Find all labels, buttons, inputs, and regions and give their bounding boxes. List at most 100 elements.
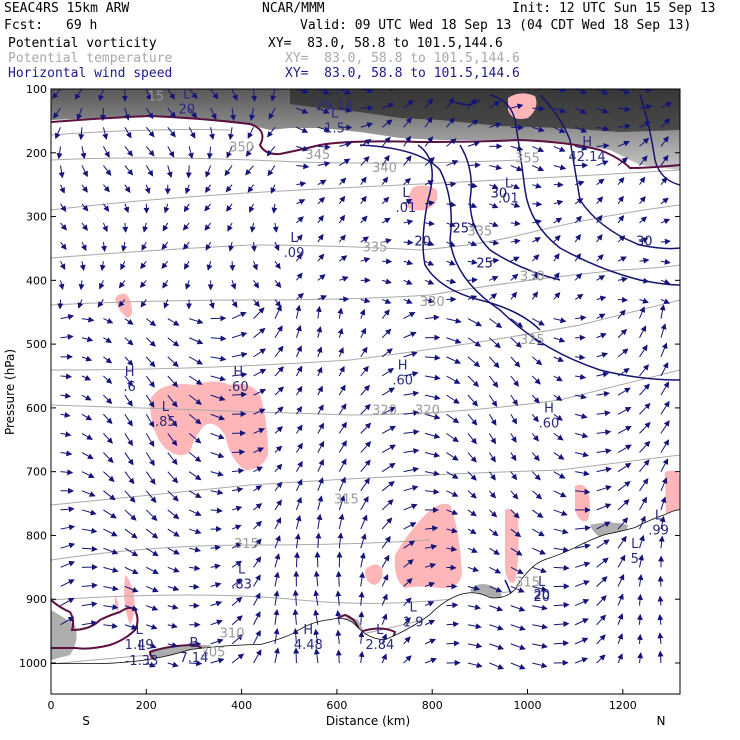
wind-vector xyxy=(317,459,324,472)
wind-vector xyxy=(639,237,649,244)
wind-vector xyxy=(489,643,505,650)
wind-vector xyxy=(446,337,462,344)
wind-vector xyxy=(206,146,213,160)
wind-vector xyxy=(296,272,303,281)
wind-vector xyxy=(531,356,543,366)
wind-vector xyxy=(146,605,159,611)
wind-vector xyxy=(210,563,221,570)
wind-vector xyxy=(317,196,326,205)
theta-label: 335 xyxy=(363,241,388,256)
wind-vector xyxy=(596,654,606,664)
wind-vector xyxy=(360,422,372,434)
wind-vector xyxy=(575,145,588,151)
wind-vector xyxy=(338,403,347,415)
wind-vector xyxy=(575,488,591,495)
wind-vector xyxy=(122,222,129,233)
wind-vector xyxy=(210,335,227,342)
wind-vector xyxy=(510,452,517,462)
wind-vector xyxy=(103,452,114,464)
wind-vector xyxy=(232,371,248,378)
wind-vector xyxy=(206,261,213,271)
wind-vector xyxy=(295,496,302,511)
wind-vector xyxy=(488,375,499,388)
wind-vector xyxy=(381,309,390,319)
wind-vector xyxy=(232,391,248,398)
wind-vector xyxy=(188,337,204,345)
wind-vector xyxy=(124,605,139,612)
wind-vector xyxy=(189,583,200,590)
wind-vector xyxy=(510,586,525,593)
wind-vector xyxy=(188,413,202,425)
wind-vector xyxy=(60,616,75,626)
wind-vector xyxy=(74,89,83,100)
wind-vector xyxy=(273,628,280,644)
wind-vector xyxy=(292,608,299,625)
wind-vector xyxy=(510,414,518,425)
wind-vector xyxy=(145,471,156,485)
y-tick-label: 800 xyxy=(26,529,47,542)
wind-vector xyxy=(532,145,545,153)
wind-vector xyxy=(167,661,179,668)
wind-vector xyxy=(317,440,325,453)
wind-vector xyxy=(103,375,113,384)
wind-vector xyxy=(639,459,650,472)
extremum-value: 42.14 xyxy=(568,150,605,165)
wind-vector xyxy=(424,97,434,109)
wind-vector xyxy=(338,195,346,205)
wind-vector xyxy=(637,593,644,606)
theta-line xyxy=(51,539,431,561)
organization: NCAR/MMM xyxy=(262,1,325,16)
wind-vector xyxy=(103,528,118,537)
wind-vector xyxy=(253,538,262,549)
wind-vector xyxy=(403,390,420,397)
wind-vector xyxy=(339,141,352,148)
wind-vector xyxy=(489,164,503,171)
wind-vector xyxy=(467,318,482,327)
theta-label: 330 xyxy=(520,269,545,284)
wind-vector xyxy=(617,613,624,625)
wind-vector xyxy=(575,561,591,568)
wind-vector xyxy=(489,221,499,228)
wind-vector xyxy=(510,318,524,328)
wind-vector xyxy=(596,275,606,281)
wind-speed-label: 30 xyxy=(491,186,508,201)
wind-vector xyxy=(188,89,198,99)
wind-vector xyxy=(267,126,276,138)
wind-vector xyxy=(359,308,366,319)
extremum-kind: L xyxy=(238,562,246,577)
isotach xyxy=(459,144,561,281)
wind-vector xyxy=(596,521,611,530)
y-axis: 100 200 300 400 500 600 700 800 900 1000 xyxy=(19,83,680,670)
wind-vector xyxy=(60,203,67,212)
wind-vector xyxy=(403,485,419,492)
wind-vector xyxy=(596,313,606,320)
wind-vector xyxy=(510,471,518,481)
wind-vector xyxy=(224,165,233,177)
forecast-label: Fcst: xyxy=(4,18,44,33)
wind-vector xyxy=(210,89,219,100)
wind-vector xyxy=(657,632,664,644)
wind-vector xyxy=(660,154,669,166)
wind-vector xyxy=(381,348,393,358)
extremum-value: .83 xyxy=(231,577,252,592)
wind-vector xyxy=(359,571,365,587)
wind-vector xyxy=(317,385,323,396)
wind-vector xyxy=(596,196,604,205)
wind-vector xyxy=(58,165,65,179)
wind-vector xyxy=(574,637,589,645)
wind-vector xyxy=(617,195,624,205)
wind-vector xyxy=(553,564,570,571)
wind-vector xyxy=(489,183,499,189)
wind-vector xyxy=(313,570,320,587)
wind-vector xyxy=(167,107,177,119)
wind-vector xyxy=(103,490,116,501)
wind-vector xyxy=(658,535,665,549)
wind-vector xyxy=(403,89,405,90)
wind-vector xyxy=(617,106,631,113)
wind-vector xyxy=(100,108,107,122)
wind-vector xyxy=(403,578,413,587)
wind-vector xyxy=(531,291,539,300)
extremum-kind: H xyxy=(398,358,408,373)
wind-vector xyxy=(99,280,105,290)
theta-line xyxy=(51,204,680,259)
